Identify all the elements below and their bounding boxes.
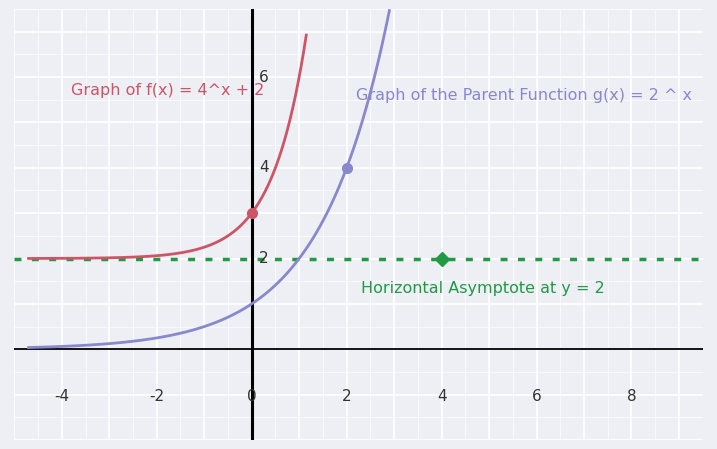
Text: 2: 2 bbox=[342, 389, 351, 404]
Text: 6: 6 bbox=[531, 389, 541, 404]
Text: Horizontal Asymptote at y = 2: Horizontal Asymptote at y = 2 bbox=[361, 281, 604, 295]
Text: 8: 8 bbox=[627, 389, 636, 404]
Text: 6: 6 bbox=[259, 70, 269, 84]
Text: 2: 2 bbox=[259, 251, 268, 266]
Text: -2: -2 bbox=[149, 389, 164, 404]
Text: Graph of f(x) = 4^x + 2: Graph of f(x) = 4^x + 2 bbox=[71, 83, 265, 98]
Text: 4: 4 bbox=[259, 160, 268, 175]
Text: 4: 4 bbox=[437, 389, 447, 404]
Text: -4: -4 bbox=[54, 389, 70, 404]
Text: 0: 0 bbox=[247, 389, 257, 404]
Text: Graph of the Parent Function g(x) = 2 ^ x: Graph of the Parent Function g(x) = 2 ^ … bbox=[356, 88, 692, 103]
